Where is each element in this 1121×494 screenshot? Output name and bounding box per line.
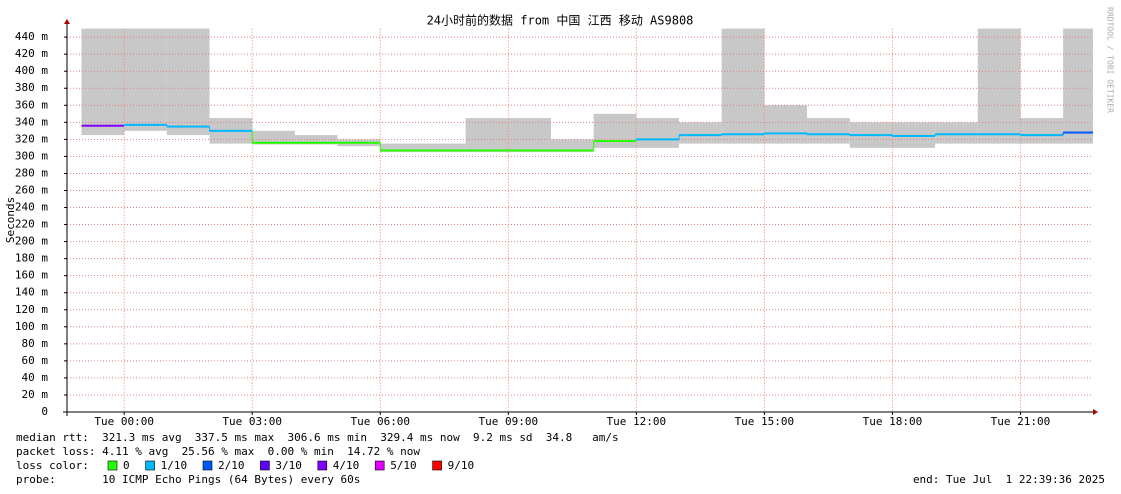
median-segment bbox=[294, 141, 338, 144]
y-tick-label: 340 m bbox=[15, 115, 48, 128]
median-segment bbox=[422, 149, 466, 152]
legend-label: 0 bbox=[123, 459, 130, 472]
median-segment bbox=[337, 141, 381, 144]
median-segment bbox=[380, 149, 423, 152]
legend-swatch bbox=[107, 460, 118, 471]
smoke bbox=[679, 122, 722, 144]
y-axis-arrow bbox=[64, 19, 70, 24]
smoke bbox=[636, 118, 680, 148]
stats-line: packet loss: 4.11 % avg 25.56 % max 0.00… bbox=[16, 445, 420, 458]
legend-label: 1/10 bbox=[161, 459, 188, 472]
median-segment bbox=[935, 133, 978, 136]
chart-title: 24小时前的数据 from 中国 江西 移动 AS9808 bbox=[427, 13, 694, 28]
legend-swatch bbox=[145, 460, 155, 471]
x-tick-label: Tue 06:00 bbox=[350, 415, 410, 428]
median-segment bbox=[849, 134, 893, 137]
x-tick-label: Tue 15:00 bbox=[735, 415, 795, 428]
smoke bbox=[124, 28, 167, 131]
median-segment bbox=[81, 124, 125, 127]
x-axis-arrow bbox=[1093, 409, 1098, 415]
y-tick-label: 280 m bbox=[15, 166, 48, 179]
y-tick-label: 100 m bbox=[15, 320, 48, 333]
median-segment bbox=[1063, 131, 1093, 134]
y-tick-label: 180 m bbox=[15, 252, 48, 265]
smoke bbox=[807, 118, 850, 144]
legend-label: 4/10 bbox=[333, 459, 360, 472]
y-tick-label: 200 m bbox=[15, 235, 48, 248]
legend-label: 5/10 bbox=[390, 459, 417, 472]
y-tick-label: 160 m bbox=[15, 269, 48, 282]
y-axis-label: Seconds bbox=[4, 197, 17, 243]
y-tick-label: 140 m bbox=[15, 286, 48, 299]
y-tick-label: 40 m bbox=[22, 371, 49, 384]
end-time: end: Tue Jul 1 22:39:36 2025 bbox=[913, 473, 1105, 486]
median-segment bbox=[892, 134, 936, 137]
median-segment bbox=[508, 149, 551, 152]
median-segment bbox=[209, 129, 253, 132]
median-segment bbox=[764, 132, 808, 135]
smoke bbox=[422, 143, 466, 153]
median-segment bbox=[807, 133, 850, 136]
y-tick-label: 400 m bbox=[15, 64, 48, 77]
median-segment bbox=[124, 123, 167, 126]
x-tick-label: Tue 00:00 bbox=[94, 415, 154, 428]
y-tick-label: 80 m bbox=[22, 337, 49, 350]
y-tick-label: 300 m bbox=[15, 149, 48, 162]
y-tick-label: 360 m bbox=[15, 98, 48, 111]
median-segment bbox=[252, 141, 295, 144]
median-segment bbox=[636, 138, 680, 141]
y-tick-label: 60 m bbox=[22, 354, 49, 367]
legend-swatch bbox=[374, 460, 385, 471]
median-segment bbox=[977, 133, 1021, 136]
median-segment bbox=[465, 149, 509, 152]
smoke bbox=[1063, 28, 1093, 144]
y-tick-label: 260 m bbox=[15, 183, 48, 196]
x-tick-label: Tue 03:00 bbox=[222, 415, 282, 428]
smoke bbox=[977, 28, 1021, 144]
legend-title: loss color: bbox=[16, 459, 89, 472]
smoke bbox=[380, 143, 423, 153]
probe: probe: 10 ICMP Echo Pings (64 Bytes) eve… bbox=[16, 473, 360, 486]
x-tick-label: Tue 18:00 bbox=[863, 415, 923, 428]
median-segment bbox=[721, 133, 765, 136]
legend-swatch bbox=[260, 460, 270, 471]
smoke bbox=[593, 113, 637, 148]
y-tick-label: 380 m bbox=[15, 81, 48, 94]
smoke bbox=[764, 105, 808, 144]
stats-line: median rtt: 321.3 ms avg 337.5 ms max 30… bbox=[16, 431, 619, 444]
y-tick-label: 120 m bbox=[15, 303, 48, 316]
smoke bbox=[721, 28, 765, 144]
x-tick-label: Tue 09:00 bbox=[478, 415, 538, 428]
legend-label: 9/10 bbox=[448, 459, 475, 472]
smoke bbox=[508, 118, 551, 153]
legend-label: 2/10 bbox=[218, 459, 245, 472]
smoke bbox=[166, 28, 210, 136]
smoke bbox=[465, 118, 509, 153]
y-tick-label: 0 bbox=[41, 405, 48, 418]
x-tick-label: Tue 21:00 bbox=[991, 415, 1051, 428]
x-tick-label: Tue 12:00 bbox=[607, 415, 667, 428]
median-segment bbox=[166, 125, 210, 128]
smoke bbox=[935, 122, 978, 144]
y-tick-label: 320 m bbox=[15, 132, 48, 145]
y-tick-label: 420 m bbox=[15, 47, 48, 60]
y-tick-label: 240 m bbox=[15, 201, 48, 214]
legend-swatch bbox=[432, 460, 442, 471]
y-tick-label: 440 m bbox=[15, 30, 48, 43]
smoke bbox=[252, 130, 295, 145]
median-segment bbox=[593, 140, 637, 143]
smoke bbox=[1020, 118, 1064, 144]
legend-label: 3/10 bbox=[275, 459, 302, 472]
median-segment bbox=[679, 134, 722, 137]
legend-swatch bbox=[317, 460, 328, 471]
y-tick-label: 220 m bbox=[15, 218, 48, 231]
watermark: RRDTOOL / TOBI OETIKER bbox=[1106, 7, 1115, 113]
y-tick-label: 20 m bbox=[22, 388, 49, 401]
legend-swatch bbox=[202, 460, 213, 471]
smoke bbox=[81, 28, 125, 136]
median-segment bbox=[550, 149, 594, 152]
smoke bbox=[550, 139, 594, 153]
median-segment bbox=[1020, 134, 1064, 137]
